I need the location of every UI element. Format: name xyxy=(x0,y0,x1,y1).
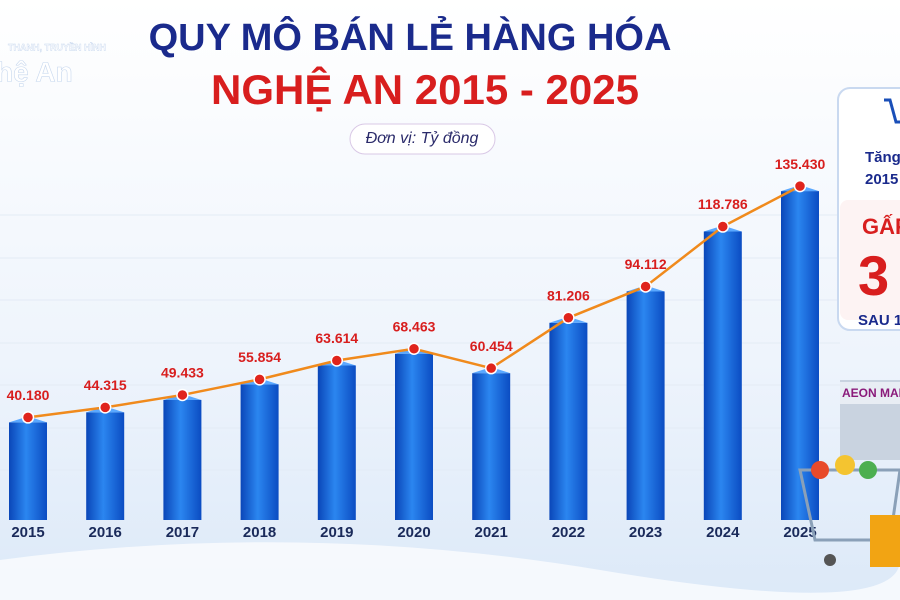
wave xyxy=(0,542,900,600)
bag xyxy=(870,515,900,567)
value-label: 63.614 xyxy=(315,330,358,346)
bar xyxy=(317,365,356,520)
cart-wheel xyxy=(824,554,836,566)
bar xyxy=(240,384,279,520)
side-highlight xyxy=(840,200,900,320)
x-tick-label: 2015 xyxy=(11,524,44,541)
point xyxy=(176,388,189,402)
point xyxy=(484,361,498,375)
side-text: 3 xyxy=(858,244,889,307)
value-label: 60.454 xyxy=(470,338,513,354)
point xyxy=(639,280,652,293)
chart-subtitle: NGHỆ AN 2015 - 2025 xyxy=(211,65,639,113)
point xyxy=(716,220,730,233)
bar xyxy=(9,422,47,520)
building-sign xyxy=(840,382,900,404)
side-text: 2015 xyxy=(865,171,898,188)
side-text: GẤP xyxy=(862,214,900,239)
point xyxy=(98,401,112,414)
x-tick-label: 2023 xyxy=(629,524,662,541)
value-label: 44.315 xyxy=(84,377,127,393)
groceries xyxy=(811,461,829,479)
point xyxy=(562,311,575,325)
x-tick-label: 2019 xyxy=(320,524,353,541)
side-text: SAU 1 xyxy=(858,312,900,329)
point xyxy=(253,373,266,386)
logo-text: hệ An xyxy=(0,56,73,87)
value-label: 40.180 xyxy=(7,387,50,403)
x-tick-label: 2025 xyxy=(783,524,816,541)
point xyxy=(21,411,35,424)
x-tick-label: 2022 xyxy=(552,524,585,541)
unit-label: Đơn vị: Tỷ đồng xyxy=(366,130,479,147)
store-sign: AEON MALL xyxy=(842,386,900,400)
cart-icon xyxy=(884,98,900,124)
bar xyxy=(549,322,588,520)
point xyxy=(330,354,344,367)
value-label: 68.463 xyxy=(393,318,436,334)
bar xyxy=(626,291,665,520)
value-label: 49.433 xyxy=(161,365,204,381)
x-tick-label: 2020 xyxy=(397,524,430,541)
value-label: 55.854 xyxy=(238,349,281,365)
x-tick-label: 2017 xyxy=(166,524,199,541)
logo-text: THANH, TRUYỀN HÌNH xyxy=(8,42,106,52)
value-label: 81.206 xyxy=(547,287,590,303)
value-label: 135.430 xyxy=(775,156,826,172)
x-tick-label: 2024 xyxy=(706,524,740,541)
chart-title: QUY MÔ BÁN LẺ HÀNG HÓA xyxy=(149,14,672,59)
point xyxy=(793,179,807,193)
x-tick-label: 2021 xyxy=(475,524,508,541)
bar xyxy=(703,231,742,520)
bar xyxy=(395,353,433,520)
value-label: 118.786 xyxy=(698,196,748,212)
x-tick-label: 2016 xyxy=(89,524,122,541)
bar xyxy=(163,399,202,520)
value-label: 94.112 xyxy=(625,256,667,272)
x-tick-label: 2018 xyxy=(243,524,276,541)
groceries xyxy=(859,461,877,479)
plot: 2015 2016 2017 2018 2019 2020 2021 2022 2023 2024… xyxy=(7,156,826,541)
bar xyxy=(472,373,511,520)
point xyxy=(407,342,421,355)
groceries xyxy=(835,455,855,475)
bar xyxy=(86,412,125,520)
side-text: Tăng xyxy=(865,149,900,166)
unit-box xyxy=(349,123,496,155)
